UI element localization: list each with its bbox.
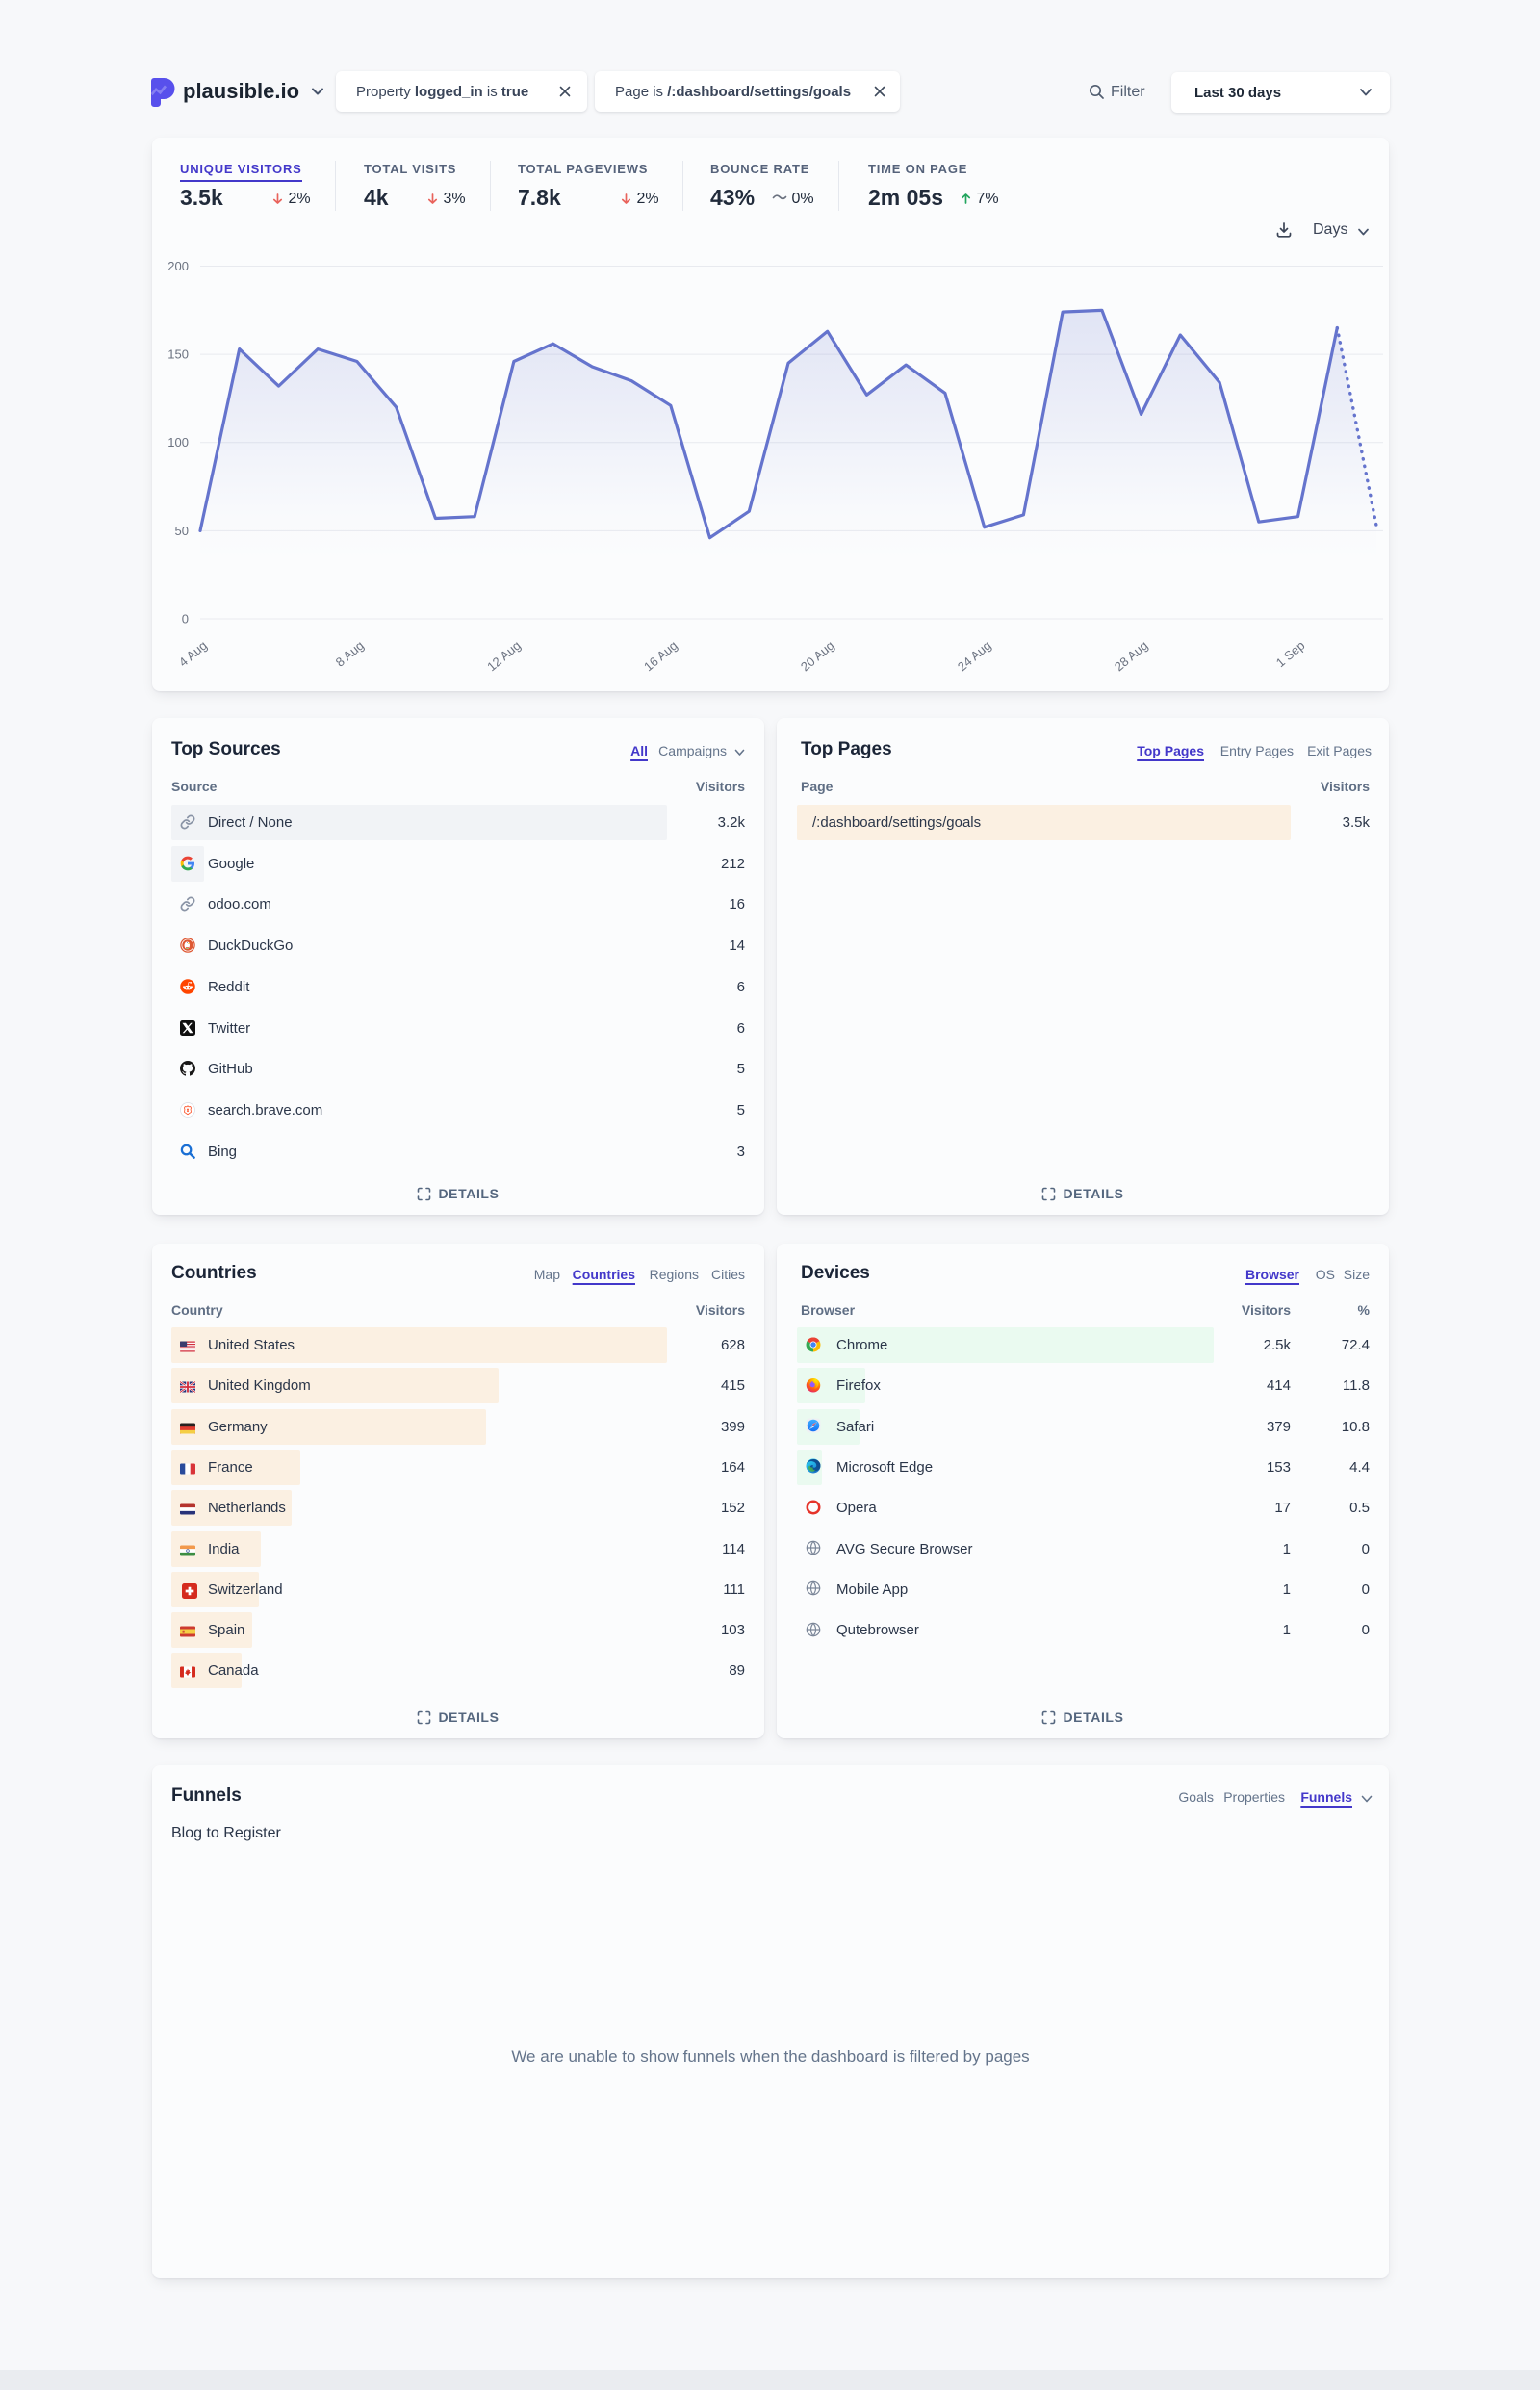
svg-text:12 Aug: 12 Aug: [484, 638, 524, 675]
svg-text:20 Aug: 20 Aug: [798, 638, 837, 675]
svg-text:200: 200: [167, 259, 189, 273]
svg-text:1 Sep: 1 Sep: [1273, 638, 1308, 670]
svg-text:16 Aug: 16 Aug: [641, 638, 680, 675]
svg-text:4 Aug: 4 Aug: [176, 638, 210, 670]
svg-text:28 Aug: 28 Aug: [1112, 638, 1151, 675]
svg-text:50: 50: [175, 524, 189, 538]
svg-text:24 Aug: 24 Aug: [955, 638, 994, 675]
svg-text:0: 0: [182, 612, 189, 627]
svg-text:8 Aug: 8 Aug: [333, 638, 367, 670]
svg-text:150: 150: [167, 347, 189, 362]
svg-text:100: 100: [167, 435, 189, 450]
